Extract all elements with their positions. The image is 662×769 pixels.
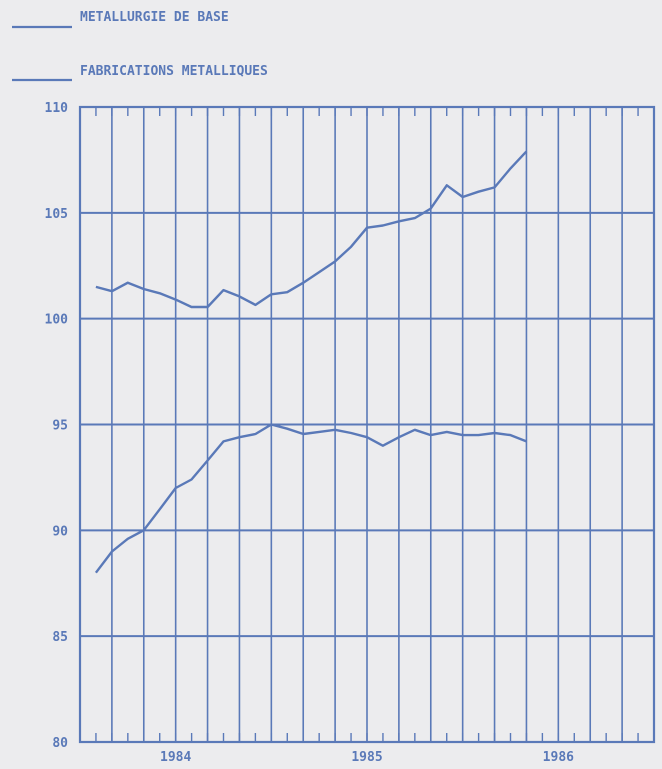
y-axis: 110 105 100 95 90 85 80 [45, 101, 69, 751]
series-lines [94, 150, 528, 574]
legend-label-fabrications: FABRICATIONS METALLIQUES [80, 64, 268, 79]
y-tick-label: 110 [45, 101, 69, 116]
x-year-label: 1984 [160, 750, 191, 765]
y-tick-label: 80 [52, 736, 68, 751]
x-year-label: 1986 [543, 750, 574, 765]
x-axis: 1984 1985 1986 [95, 107, 639, 765]
legend-label-metallurgie: METALLURGIE DE BASE [80, 10, 229, 25]
legend: METALLURGIE DE BASE FABRICATIONS METALLI… [12, 10, 268, 82]
y-tick-label: 85 [52, 630, 68, 645]
series-line-metallurgie [94, 423, 527, 574]
grid [78, 105, 656, 744]
series-line-fabrications [95, 150, 528, 309]
x-year-label: 1985 [351, 750, 382, 765]
y-tick-label: 95 [52, 419, 68, 434]
y-tick-label: 105 [45, 207, 68, 222]
y-tick-label: 100 [45, 313, 69, 328]
y-tick-label: 90 [52, 524, 68, 539]
